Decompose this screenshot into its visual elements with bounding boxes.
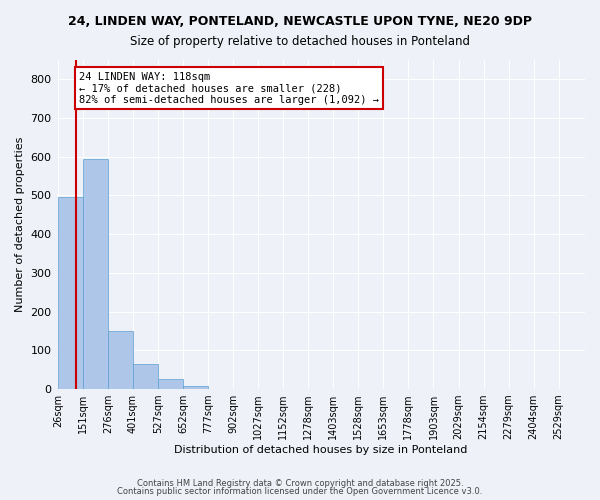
Bar <box>108 331 133 389</box>
Text: 24, LINDEN WAY, PONTELAND, NEWCASTLE UPON TYNE, NE20 9DP: 24, LINDEN WAY, PONTELAND, NEWCASTLE UPO… <box>68 15 532 28</box>
Text: Contains public sector information licensed under the Open Government Licence v3: Contains public sector information licen… <box>118 487 482 496</box>
Bar <box>183 386 208 389</box>
Y-axis label: Number of detached properties: Number of detached properties <box>15 137 25 312</box>
Bar <box>133 364 158 389</box>
Bar <box>58 198 83 389</box>
Text: 24 LINDEN WAY: 118sqm
← 17% of detached houses are smaller (228)
82% of semi-det: 24 LINDEN WAY: 118sqm ← 17% of detached … <box>79 72 379 105</box>
Text: Size of property relative to detached houses in Ponteland: Size of property relative to detached ho… <box>130 35 470 48</box>
Bar <box>158 378 183 389</box>
Text: Contains HM Land Registry data © Crown copyright and database right 2025.: Contains HM Land Registry data © Crown c… <box>137 478 463 488</box>
Bar <box>83 158 108 389</box>
X-axis label: Distribution of detached houses by size in Ponteland: Distribution of detached houses by size … <box>174 445 467 455</box>
